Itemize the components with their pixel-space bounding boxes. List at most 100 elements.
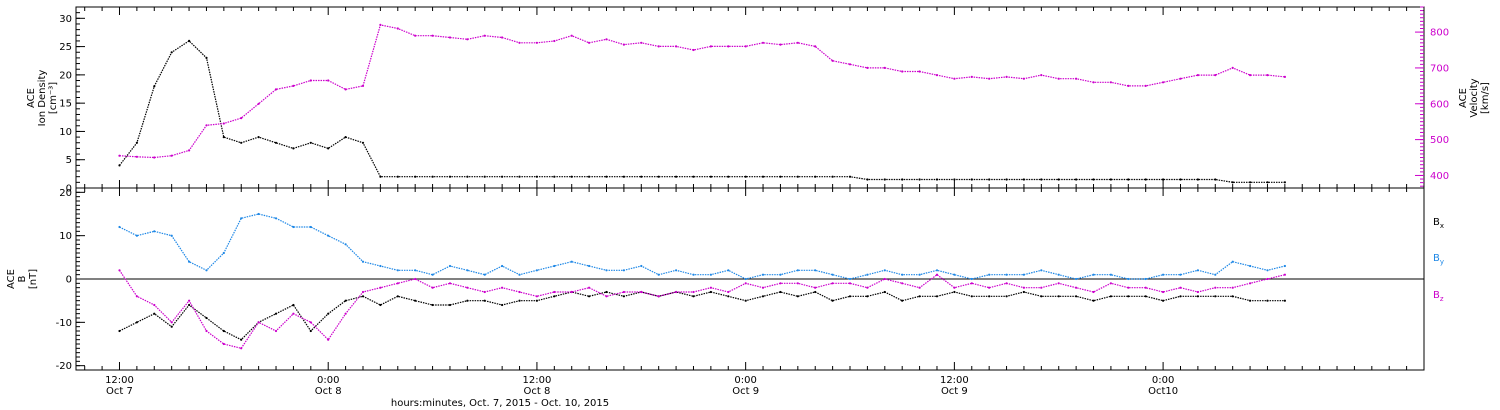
- bottom-series-1-point: [1162, 273, 1165, 276]
- bottom-series-0-point: [1214, 295, 1217, 298]
- top-series-1-line: [119, 24, 1285, 159]
- top-series-0-point: [222, 136, 225, 139]
- bottom-series-2-point: [205, 329, 208, 333]
- top-series-1-point: [344, 88, 347, 91]
- top-series-1-point: [988, 77, 991, 80]
- bottom-series-1-point: [170, 234, 173, 237]
- bottom-series-2-point: [988, 286, 991, 289]
- bottom-series-1-point: [588, 264, 591, 268]
- bottom-series-2-point: [1075, 286, 1078, 289]
- top-series-0-point: [1249, 181, 1252, 184]
- bottom-series-1-point: [118, 225, 121, 229]
- top-series-0-point: [622, 175, 626, 178]
- bottom-series-1-point: [448, 264, 452, 268]
- bottom-series-2-point: [570, 290, 573, 294]
- top-series-1-point: [605, 38, 608, 41]
- velocity-tick-label: 400: [1430, 171, 1449, 182]
- bottom-series-1-point: [1214, 273, 1217, 276]
- bottom-series-0-point: [1092, 299, 1095, 302]
- bottom-series-0-point: [588, 295, 591, 298]
- top-series-1-point: [640, 41, 643, 44]
- top-series-0-point: [1127, 178, 1130, 181]
- top-series-0-point: [640, 175, 643, 178]
- top-series-0-point: [205, 56, 208, 60]
- velocity-ylabel-line1: ACE: [1458, 88, 1469, 108]
- magnetic-field-panel: -20 -10 0 10 20 ACE B [nT] Bx By Bz: [6, 187, 1444, 372]
- bottom-series-2-point: [1005, 282, 1008, 285]
- bottom-series-0-point: [692, 295, 695, 298]
- top-series-1-point: [205, 124, 208, 127]
- bottom-series-2-point: [1127, 286, 1130, 289]
- bottom-series-2-point: [953, 286, 956, 289]
- top-series-1-point: [744, 45, 747, 48]
- bottom-series-2-point: [553, 290, 556, 294]
- top-series-0-point: [935, 178, 939, 181]
- top-series-0-point: [466, 175, 469, 178]
- bottom-series-1-point: [501, 264, 504, 268]
- density-tick-label: 15: [59, 99, 72, 110]
- bottom-series-0-point: [292, 303, 295, 307]
- top-series-0-point: [396, 175, 399, 178]
- top-series-0-point: [970, 178, 973, 181]
- bottom-series-2-point: [170, 321, 173, 324]
- top-series-0-point: [257, 136, 260, 139]
- top-series-1-point: [1057, 77, 1060, 80]
- bottom-series-0-point: [205, 316, 208, 320]
- b-ylabel-line3: [nT]: [28, 269, 39, 289]
- top-series-1-point: [292, 84, 295, 87]
- bottom-series-1-point: [796, 269, 799, 272]
- top-series-1-point: [553, 39, 556, 43]
- density-ylabel-line1: ACE: [26, 88, 37, 108]
- bottom-series-0-point: [848, 295, 852, 298]
- bottom-series-2-point: [396, 282, 399, 285]
- bottom-series-1-point: [883, 269, 886, 272]
- top-series-0-point: [918, 178, 921, 181]
- bottom-series-2-point: [709, 286, 713, 289]
- top-series-1-point: [1040, 74, 1043, 77]
- top-series-0-point: [327, 147, 330, 150]
- top-series-0-point: [344, 136, 347, 139]
- bottom-series-2-point: [1179, 286, 1182, 289]
- bottom-series-0-point: [118, 329, 121, 333]
- top-series-0-point: [1005, 178, 1008, 181]
- top-series-0-point: [118, 164, 121, 167]
- bottom-series-2-point: [535, 295, 539, 298]
- top-series-1-point: [431, 34, 434, 37]
- top-series-0-point: [883, 178, 886, 181]
- bottom-series-2-point: [1109, 282, 1112, 285]
- bottom-series-0-point: [379, 303, 382, 307]
- bottom-series-0-point: [535, 299, 539, 302]
- bottom-series-2-point: [153, 303, 156, 307]
- top-series-1-point: [1005, 75, 1008, 78]
- top-series-0-point: [709, 175, 713, 178]
- bottom-series-1-point: [675, 269, 678, 272]
- bottom-series-0-point: [518, 299, 521, 302]
- x-tick-date: Oct 8: [315, 386, 342, 397]
- b-ylabel-line2: B: [17, 275, 28, 282]
- bottom-series-1-point: [1196, 269, 1199, 272]
- bottom-series-2-point: [1231, 286, 1234, 289]
- top-series-1-point: [1109, 81, 1112, 84]
- top-series-1-point: [414, 34, 417, 37]
- bottom-series-2-point: [1144, 286, 1147, 289]
- bottom-series-2-point: [414, 277, 417, 281]
- bottom-series-0-point: [1179, 295, 1182, 298]
- bottom-series-1-point: [1040, 269, 1043, 272]
- bottom-series-0-point: [709, 290, 713, 294]
- top-panel-data-lines: [118, 23, 1286, 184]
- bottom-series-2-point: [327, 338, 330, 341]
- top-series-1-point: [1266, 74, 1269, 77]
- bottom-series-2-point: [692, 290, 695, 294]
- top-series-1-point: [118, 154, 121, 157]
- legend-by: By: [1433, 253, 1444, 266]
- bottom-series-2-point: [1022, 286, 1025, 289]
- x-axis-label: hours:minutes, Oct. 7, 2015 - Oct. 10, 2…: [391, 398, 609, 409]
- bottom-series-2-point: [292, 312, 295, 315]
- top-series-1-point: [657, 45, 660, 48]
- bottom-series-1-point: [866, 273, 869, 276]
- bottom-series-1-point: [1109, 273, 1112, 276]
- x-tick-date: Oct10: [1148, 386, 1178, 397]
- bottom-series-0-line: [119, 291, 1285, 341]
- bottom-series-2-point: [1162, 290, 1165, 294]
- bottom-series-0-point: [501, 303, 504, 307]
